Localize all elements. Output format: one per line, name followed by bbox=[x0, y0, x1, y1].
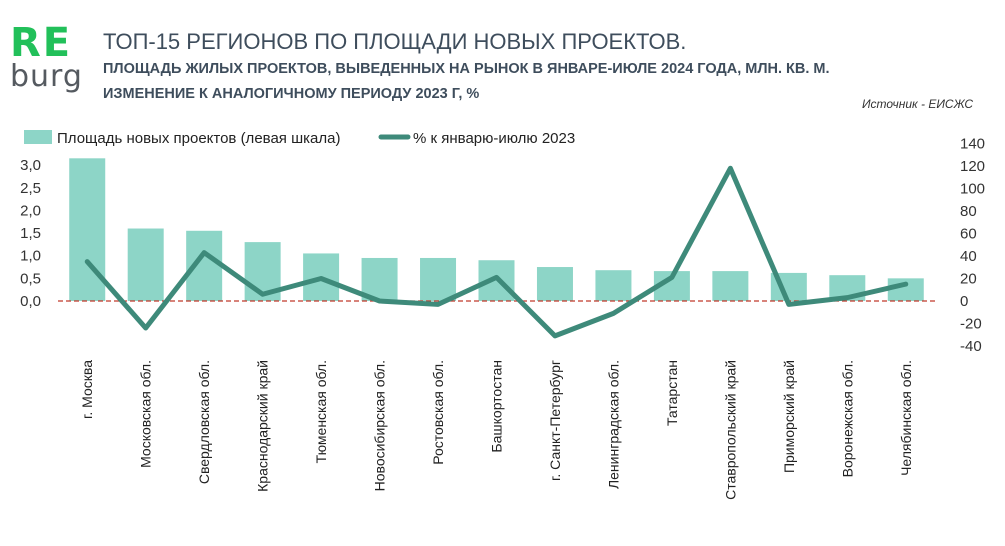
category-label: Московская обл. bbox=[138, 360, 154, 468]
category-label: Татарстан bbox=[664, 360, 680, 426]
y-right-tick: -20 bbox=[960, 316, 982, 333]
category-label: Краснодарский край bbox=[255, 360, 271, 492]
category-label: г. Санкт-Петербург bbox=[547, 360, 563, 481]
reburg-logo: RE burg bbox=[10, 20, 83, 94]
category-label: Приморский край bbox=[781, 360, 797, 473]
y-right-tick: 100 bbox=[960, 181, 985, 198]
y-right-tick: 60 bbox=[960, 226, 977, 243]
bar-1 bbox=[127, 228, 164, 301]
y-left-tick: 1,5 bbox=[20, 225, 41, 242]
logo-burg: burg bbox=[10, 59, 83, 94]
y-right-tick: 0 bbox=[960, 293, 968, 310]
legend-swatch-bars bbox=[24, 130, 52, 144]
source-note: Источник - ЕИСЖС bbox=[861, 97, 973, 111]
legend-label-bars: Площадь новых проектов (левая шкала) bbox=[57, 130, 340, 147]
y-right-tick: 80 bbox=[960, 203, 977, 220]
category-label: Ленинградская обл. bbox=[605, 360, 621, 489]
y-left-tick: 2,5 bbox=[20, 180, 41, 197]
y-right-tick: -40 bbox=[960, 338, 982, 355]
chart-subtitle-change: ИЗМЕНЕНИЕ К АНАЛОГИЧНОМУ ПЕРИОДУ 2023 Г,… bbox=[103, 86, 480, 102]
change-line bbox=[84, 165, 909, 339]
category-label: Ставропольский край bbox=[722, 360, 738, 500]
bar-6 bbox=[420, 257, 457, 301]
y-right-tick: 20 bbox=[960, 271, 977, 288]
bar-9 bbox=[595, 270, 632, 301]
chart-subtitle-area: ПЛОЩАДЬ ЖИЛЫХ ПРОЕКТОВ, ВЫВЕДЕННЫХ НА РЫ… bbox=[103, 61, 830, 77]
category-label: г. Москва bbox=[79, 360, 95, 419]
logo-re: RE bbox=[10, 20, 73, 66]
y-left-tick: 0,5 bbox=[20, 270, 41, 287]
chart-title: ТОП-15 РЕГИОНОВ ПО ПЛОЩАДИ НОВЫХ ПРОЕКТО… bbox=[103, 29, 687, 54]
y-left-tick: 2,0 bbox=[20, 202, 41, 219]
legend-label-line: % к январю-июлю 2023 bbox=[413, 130, 575, 147]
y-right-tick: 140 bbox=[960, 136, 985, 153]
category-label: Тюменская обл. bbox=[313, 360, 329, 463]
y-right-tick: 40 bbox=[960, 248, 977, 265]
category-label: Новосибирская обл. bbox=[372, 360, 388, 491]
category-label: Башкортостан bbox=[489, 360, 505, 453]
category-label: Свердловская обл. bbox=[196, 360, 212, 484]
y-right-tick: 120 bbox=[960, 158, 985, 175]
y-left-tick: 0,0 bbox=[20, 293, 41, 310]
category-label: Воронежская обл. bbox=[839, 360, 855, 477]
y-left-tick: 3,0 bbox=[20, 157, 41, 174]
category-label: Челябинская обл. bbox=[898, 360, 914, 476]
category-label: Ростовская обл. bbox=[430, 360, 446, 465]
y-left-tick: 1,0 bbox=[20, 248, 41, 265]
bar-11 bbox=[712, 271, 749, 301]
bar-8 bbox=[536, 267, 573, 301]
